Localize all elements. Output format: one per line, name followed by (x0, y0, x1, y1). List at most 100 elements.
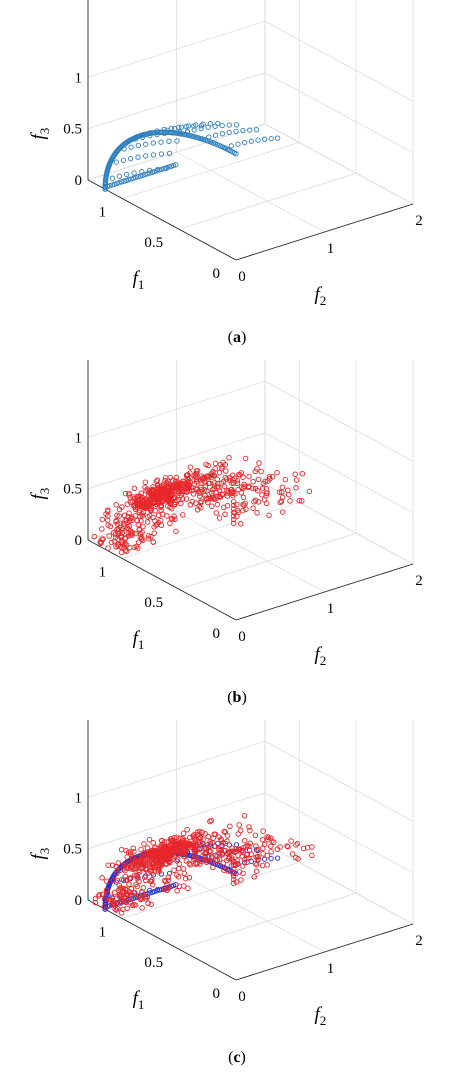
obtained-point (161, 483, 168, 490)
obtained-point (140, 854, 147, 860)
obtained-point (99, 875, 105, 881)
obtained-point (230, 509, 237, 516)
pareto-point (247, 127, 253, 133)
obtained-point (187, 501, 194, 508)
obtained-point (128, 515, 134, 522)
obtained-point (125, 860, 131, 866)
obtained-point (216, 469, 223, 476)
obtained-point (103, 878, 110, 884)
obtained-point (260, 480, 267, 487)
obtained-point (129, 532, 135, 538)
obtained-point (184, 488, 190, 495)
obtained-point (208, 855, 215, 861)
obtained-point (198, 858, 204, 865)
obtained-point (159, 511, 166, 517)
obtained-point (279, 484, 286, 490)
obtained-point (150, 839, 156, 846)
pareto-point (170, 882, 177, 889)
obtained-point (165, 877, 172, 884)
obtained-point (121, 512, 128, 519)
obtained-point (146, 861, 153, 867)
axes (87, 720, 414, 981)
obtained-point (224, 838, 230, 845)
obtained-point (100, 536, 106, 542)
obtained-point (159, 490, 165, 496)
f1-tick-label: 1 (99, 204, 107, 220)
pareto-point (116, 173, 123, 179)
obtained-point (140, 523, 146, 530)
obtained-point (178, 485, 184, 492)
f3-tick-label: 0.5 (63, 842, 82, 858)
obtained-point (294, 840, 301, 847)
obtained-point (108, 539, 115, 546)
obtained-point (230, 520, 237, 526)
f1-tick-label: 0 (213, 266, 221, 282)
obtained-point (133, 872, 140, 879)
obtained-point (187, 464, 194, 470)
obtained-point (246, 483, 252, 490)
pareto-point (253, 127, 260, 133)
obtained-point (208, 495, 215, 501)
obtained-point (178, 500, 184, 507)
obtained-point (215, 480, 221, 487)
obtained-point (136, 869, 143, 875)
back-wall-grid-line (264, 72, 414, 153)
obtained-point (196, 503, 202, 509)
pareto-point (174, 138, 180, 144)
pareto-point (233, 122, 240, 128)
obtained-point (181, 853, 187, 859)
pareto-point (184, 129, 191, 135)
pareto-point (147, 133, 153, 139)
obtained-point (187, 861, 194, 868)
obtained-point (190, 491, 197, 497)
obtained-point (265, 836, 271, 843)
pareto-point (102, 177, 109, 183)
pareto-point (212, 123, 218, 129)
obtained-point (185, 485, 191, 492)
obtained-point (236, 822, 242, 828)
obtained-point (109, 894, 115, 900)
pareto-point (149, 889, 155, 895)
obtained-point (191, 835, 198, 842)
pareto-point (199, 136, 205, 142)
obtained-point (240, 494, 247, 501)
obtained-point (296, 497, 303, 504)
obtained-point (260, 845, 266, 852)
obtained-point (239, 863, 246, 869)
obtained-point (169, 846, 175, 852)
side-wall-grid-line (87, 740, 266, 798)
obtained-point (230, 862, 237, 869)
obtained-point (251, 499, 257, 505)
obtained-point (214, 493, 220, 500)
obtained-point (248, 851, 254, 858)
obtained-point (101, 904, 108, 910)
obtained-point (99, 526, 105, 532)
pareto-point (255, 137, 261, 143)
obtained-point (129, 902, 136, 909)
obtained-point (253, 854, 259, 860)
data-points (102, 120, 281, 192)
obtained-point (161, 495, 168, 502)
pareto-point (154, 131, 160, 138)
obtained-point (107, 523, 114, 530)
back-wall-grid-line (264, 792, 414, 873)
pareto-point (150, 140, 156, 146)
obtained-point (151, 864, 157, 870)
pareto-point (226, 129, 232, 136)
obtained-point (152, 492, 159, 499)
obtained-point (116, 513, 122, 519)
pareto-point (206, 134, 212, 140)
obtained-point (286, 491, 292, 498)
obtained-point (144, 500, 151, 507)
obtained-point (156, 485, 162, 491)
grid (87, 0, 414, 261)
f3-tick-label: 1 (75, 430, 83, 446)
obtained-point (95, 893, 102, 899)
obtained-point (162, 856, 168, 862)
obtained-point (181, 870, 188, 877)
obtained-point (165, 874, 172, 881)
obtained-point (277, 499, 283, 506)
obtained-point (263, 490, 270, 496)
side-wall-grid-line (87, 20, 266, 78)
obtained-point (230, 477, 236, 483)
